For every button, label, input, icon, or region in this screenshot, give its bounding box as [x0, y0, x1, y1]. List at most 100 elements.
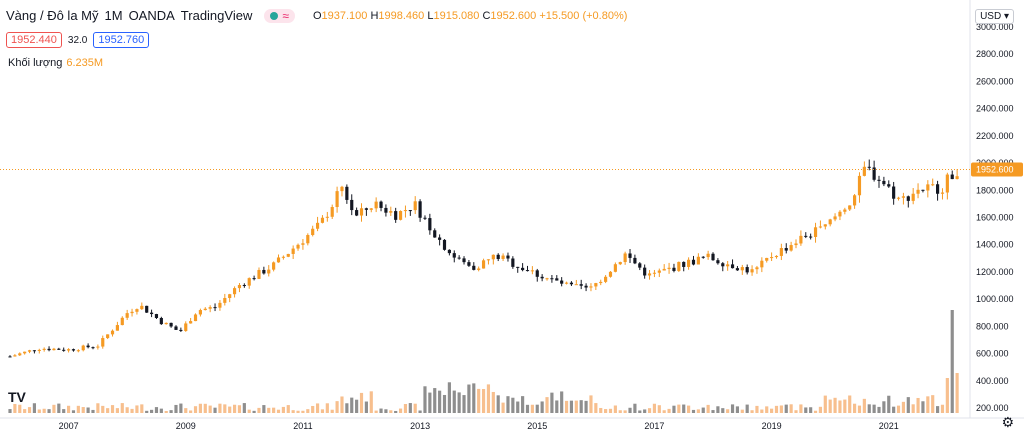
volume-bar — [18, 404, 22, 413]
candle-body — [110, 330, 115, 335]
volume-bar — [140, 404, 144, 413]
volume-bar — [369, 391, 373, 413]
volume-bar — [379, 408, 383, 413]
time-tick-label: 2009 — [176, 421, 196, 431]
volume-bar — [784, 404, 788, 413]
ask-button[interactable]: 1952.760 — [93, 32, 150, 48]
volume-bar — [384, 409, 388, 413]
price-tick-label: 2600.000 — [976, 76, 1014, 86]
candle-body — [730, 264, 735, 269]
volume-bar — [857, 405, 862, 413]
candle-body — [745, 267, 749, 273]
candle-body — [252, 278, 256, 280]
volume-bar — [945, 378, 949, 413]
volume-bar — [62, 409, 66, 413]
candle-body — [594, 283, 598, 287]
gear-icon[interactable]: ⚙ — [1001, 414, 1014, 430]
candle-body — [872, 167, 876, 180]
volume-bar — [525, 404, 530, 413]
volume-bar — [862, 398, 866, 413]
candle-body — [525, 270, 530, 272]
candle-body — [306, 235, 310, 244]
volume-bar — [374, 410, 378, 413]
candle-body — [584, 285, 588, 288]
candle-body — [867, 166, 871, 168]
candle-body — [667, 267, 671, 269]
candle-body — [71, 349, 76, 351]
candle-body — [164, 322, 168, 325]
candle-body — [589, 286, 593, 288]
volume-bar — [423, 386, 427, 413]
volume-bar — [291, 410, 295, 413]
candle-body — [149, 312, 154, 315]
volume-bar — [604, 409, 608, 413]
status-pill[interactable]: ≈ — [264, 8, 295, 23]
candle-body — [96, 346, 100, 348]
candle-body — [838, 211, 842, 217]
candle-body — [579, 284, 583, 286]
time-tick-label: 2021 — [879, 421, 899, 431]
interval-label[interactable]: 1M — [104, 8, 123, 23]
candle-body — [647, 273, 652, 276]
candle-body — [218, 302, 222, 308]
volume-bar — [491, 391, 495, 413]
candle-body — [857, 175, 862, 196]
candle-body — [755, 267, 759, 270]
tradingview-logo-icon[interactable]: TV — [8, 388, 30, 406]
candle-body — [618, 262, 622, 265]
volume-bar — [633, 403, 637, 413]
volume-bar — [272, 407, 276, 413]
candle-body — [389, 211, 393, 213]
candle-body — [662, 268, 666, 271]
volume-bar — [638, 410, 642, 413]
market-status-dot-icon — [270, 11, 279, 20]
volume-bar — [726, 409, 730, 413]
candle-body — [608, 271, 613, 277]
candle-body — [203, 308, 207, 311]
volume-bar — [833, 397, 837, 413]
candle-body — [599, 281, 603, 284]
candle-body — [711, 253, 715, 261]
candle-body — [765, 257, 769, 261]
candle-body — [462, 258, 466, 263]
volume-bar — [535, 404, 539, 413]
candle-body — [120, 317, 124, 326]
volume-bar — [32, 403, 36, 413]
currency-selector[interactable]: USD ▾ — [975, 9, 1014, 24]
volume-bar — [91, 409, 95, 413]
volume-bar — [311, 405, 315, 413]
volume-bar — [828, 399, 832, 413]
candle-body — [355, 210, 359, 216]
candle-body — [374, 201, 378, 209]
price-tick-label: 600.000 — [976, 349, 1009, 359]
spread-value: 32.0 — [67, 34, 88, 46]
candle-body — [799, 235, 803, 244]
volume-bar — [257, 407, 261, 413]
candle-body — [877, 179, 881, 181]
volume-bar — [599, 407, 603, 413]
volume-bar — [247, 409, 251, 413]
symbol-name[interactable]: Vàng / Đô la Mỹ — [6, 8, 99, 23]
candle-body — [198, 310, 202, 315]
volume-bar — [647, 408, 652, 413]
volume-bar — [149, 409, 154, 413]
candle-body — [887, 184, 891, 187]
candle-body — [447, 249, 451, 254]
bid-button[interactable]: 1952.440 — [6, 32, 62, 48]
candle-body — [774, 255, 779, 258]
candle-body — [784, 248, 788, 251]
volume-bar — [882, 401, 886, 413]
volume-bar — [774, 405, 779, 413]
price-tick-label: 1000.000 — [976, 294, 1014, 304]
volume-bar — [711, 410, 715, 413]
volume-bar — [81, 407, 85, 413]
volume-bar — [950, 310, 954, 413]
time-tick-label: 2007 — [59, 421, 79, 431]
price-tick-label: 200.000 — [976, 403, 1009, 413]
candle-body — [232, 288, 237, 295]
volume-bar — [442, 394, 447, 413]
volume-bar — [623, 410, 627, 413]
volume-bar — [745, 404, 749, 413]
